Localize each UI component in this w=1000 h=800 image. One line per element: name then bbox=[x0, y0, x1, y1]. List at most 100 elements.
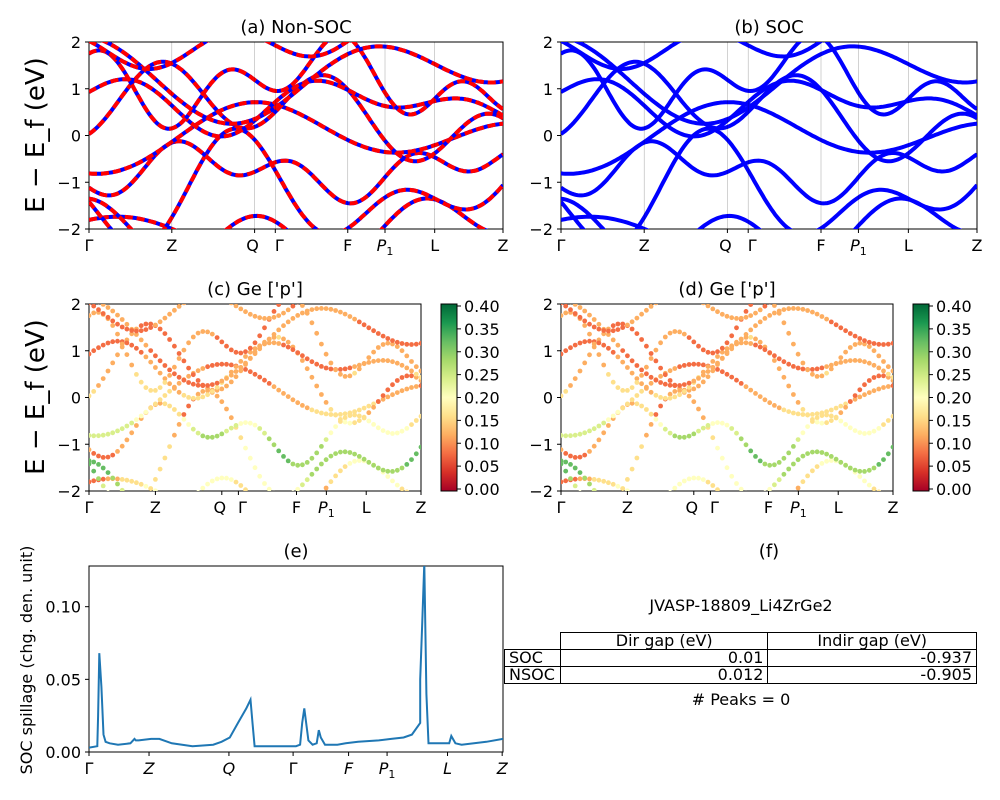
band-dot bbox=[696, 376, 701, 381]
band-dot bbox=[124, 437, 130, 443]
band-dot bbox=[314, 383, 320, 389]
band-dot bbox=[866, 390, 872, 395]
band-dot bbox=[662, 334, 668, 340]
band-dot bbox=[700, 477, 706, 482]
band-dot bbox=[791, 392, 796, 397]
band-dot bbox=[134, 504, 139, 509]
band-dot bbox=[615, 354, 621, 360]
band-dot bbox=[371, 462, 376, 468]
spillage-y-tick: 0.05 bbox=[45, 670, 81, 689]
kpath-label-a: Q bbox=[246, 236, 259, 255]
band-dot bbox=[219, 431, 225, 437]
band-dot bbox=[734, 341, 739, 347]
band-dot bbox=[319, 410, 324, 416]
kpath-label-b: Z bbox=[972, 236, 983, 255]
indir-gap-value: -0.937 bbox=[767, 649, 977, 667]
band-dot bbox=[776, 460, 782, 465]
band-dot bbox=[139, 500, 144, 505]
gap-table-corner bbox=[504, 632, 561, 650]
kpath-label-d: P1 bbox=[790, 498, 807, 520]
band-dot bbox=[587, 476, 592, 482]
band-dot bbox=[743, 314, 749, 320]
band-dot bbox=[724, 465, 730, 471]
band-dot bbox=[715, 354, 720, 359]
band-dot bbox=[110, 339, 116, 345]
band-dot bbox=[404, 462, 410, 467]
band-dot bbox=[611, 500, 616, 505]
band-dot bbox=[824, 420, 829, 426]
band-line-soc bbox=[561, 126, 977, 229]
band-dot bbox=[200, 389, 206, 394]
band-dot bbox=[413, 341, 419, 347]
band-dot bbox=[681, 434, 687, 440]
band-dot bbox=[338, 273, 343, 278]
band-dot bbox=[667, 395, 673, 401]
band-dot bbox=[843, 328, 848, 334]
band-dot bbox=[404, 353, 410, 359]
band-dot bbox=[252, 313, 258, 319]
band-dot bbox=[710, 421, 716, 426]
band-dot bbox=[705, 304, 711, 309]
band-dot bbox=[569, 304, 572, 305]
band-dot bbox=[157, 400, 163, 406]
band-dot bbox=[719, 420, 725, 426]
band-dot bbox=[890, 383, 893, 389]
band-dot bbox=[653, 304, 659, 306]
band-dot bbox=[200, 516, 205, 521]
band-dot bbox=[413, 418, 419, 423]
band-dot bbox=[129, 420, 135, 426]
band-dot bbox=[352, 498, 357, 503]
band-dot bbox=[129, 331, 135, 337]
band-dot bbox=[144, 494, 149, 499]
band-dot bbox=[611, 511, 616, 516]
band-dot bbox=[828, 413, 834, 419]
band-dot bbox=[634, 393, 640, 398]
band-line-soc bbox=[561, 42, 977, 131]
band-dot bbox=[200, 329, 206, 334]
band-dot bbox=[668, 513, 673, 518]
colorbar-tick: 0.05 bbox=[936, 457, 972, 476]
band-dot bbox=[385, 505, 390, 510]
band-dot bbox=[243, 360, 248, 366]
band-dot bbox=[677, 434, 682, 440]
band-dot bbox=[658, 422, 663, 427]
band-dot bbox=[563, 459, 569, 465]
band-dot bbox=[191, 495, 196, 500]
band-dot bbox=[781, 471, 787, 477]
band-dot bbox=[214, 384, 220, 390]
band-dot bbox=[262, 523, 267, 528]
band-dot bbox=[167, 337, 173, 342]
band-dot bbox=[639, 403, 644, 409]
band-dot bbox=[328, 453, 334, 459]
band-dot bbox=[238, 435, 244, 441]
kpath-label-c: Q bbox=[214, 498, 227, 517]
band-dot bbox=[219, 475, 225, 481]
band-dot bbox=[577, 314, 583, 320]
band-dot bbox=[876, 462, 882, 467]
band-dot bbox=[648, 411, 654, 417]
band-dot bbox=[248, 526, 253, 531]
kpath-label-c: P1 bbox=[318, 498, 335, 520]
band-dot bbox=[233, 349, 239, 355]
band-dot bbox=[591, 443, 597, 449]
spillage-x-tick: Q bbox=[223, 759, 236, 778]
band-dot bbox=[663, 495, 668, 500]
band-dot bbox=[153, 477, 158, 482]
band-dot bbox=[591, 341, 597, 347]
band-dot bbox=[148, 321, 154, 327]
band-dot bbox=[394, 482, 400, 488]
band-dot bbox=[409, 342, 414, 347]
band-dot bbox=[380, 428, 386, 433]
kpath-label-a: Γ bbox=[275, 236, 284, 255]
kpath-label-c: Z bbox=[416, 498, 427, 517]
band-dot bbox=[228, 362, 234, 368]
band-dot bbox=[615, 327, 621, 332]
band-dot bbox=[715, 309, 720, 315]
band-dot bbox=[295, 350, 301, 355]
band-dot bbox=[639, 517, 644, 522]
band-dot bbox=[857, 336, 863, 341]
band-dot bbox=[309, 407, 315, 413]
band-dot bbox=[404, 298, 409, 303]
band-dot bbox=[195, 378, 201, 383]
band-dot bbox=[399, 388, 405, 394]
